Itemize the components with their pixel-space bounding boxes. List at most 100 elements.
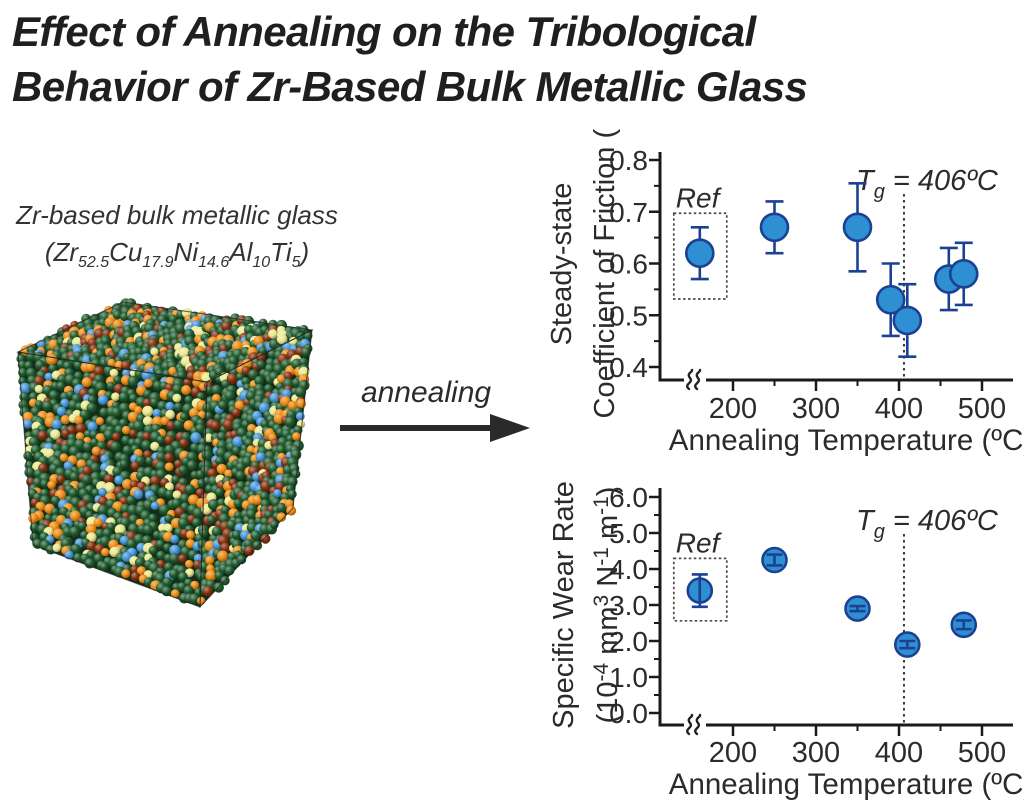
atom [185, 559, 194, 569]
atom [95, 528, 105, 539]
atom [130, 565, 139, 574]
atom [51, 419, 62, 430]
atom [184, 484, 195, 495]
atom [101, 548, 110, 557]
atom [82, 442, 93, 452]
formula-segment: Cu [109, 237, 143, 267]
atom [152, 380, 163, 391]
atom [220, 542, 231, 553]
atom [142, 398, 152, 407]
atom [87, 388, 97, 398]
atom [171, 498, 182, 509]
atom [175, 323, 186, 334]
atom [211, 384, 223, 396]
atom [127, 375, 139, 387]
atom [150, 501, 160, 510]
y-axis-label-part: ) [592, 487, 624, 497]
atom [273, 363, 284, 375]
atom [149, 475, 161, 486]
atom [142, 535, 152, 545]
atom [145, 456, 154, 465]
atom [246, 509, 257, 520]
atom [24, 361, 33, 370]
atom [166, 420, 176, 431]
atom [207, 515, 216, 525]
x-tick-label: 400 [875, 737, 923, 769]
atom [224, 469, 233, 478]
friction-chart: 200 300 400 500 0.4 0.5 0.6 0.7 0.8 Steady-state C… [546, 128, 1024, 457]
atom [120, 360, 131, 371]
title-line-2: Behavior of Zr-Based Bulk Metallic Glass [12, 63, 808, 110]
atom [85, 362, 96, 372]
atom [170, 589, 180, 598]
atom [234, 400, 245, 411]
atom [122, 445, 132, 455]
atom [130, 571, 140, 582]
axis-break-icon [694, 713, 702, 736]
axis-break-icon [694, 368, 702, 391]
y-tick-label: 0.5 [609, 300, 648, 331]
atom [217, 498, 226, 508]
atom [73, 553, 83, 563]
atom [106, 381, 116, 391]
atom [208, 499, 220, 511]
atom [70, 544, 81, 554]
atom [205, 569, 217, 582]
atom [164, 452, 174, 463]
formula-segment: (Zr [44, 237, 79, 267]
atom [60, 415, 70, 425]
alloy-formula: (Zr52.5Cu17.9Ni14.6Al10Ti5) [0, 234, 354, 281]
atom [103, 482, 115, 494]
atom [81, 474, 92, 485]
arrow-head-icon [490, 414, 530, 442]
atom [60, 444, 71, 454]
atom [100, 562, 109, 571]
data-point [759, 212, 790, 243]
atom [75, 423, 86, 434]
data-point [685, 238, 715, 268]
atom [233, 511, 243, 520]
atom [207, 468, 218, 479]
atom [177, 517, 189, 529]
formula-segment: Al [229, 237, 253, 267]
atom [112, 466, 123, 477]
atom [245, 390, 257, 402]
atom [127, 504, 139, 516]
atom [42, 400, 53, 412]
atom [133, 420, 144, 432]
atom [300, 347, 311, 358]
y-tick-label: 0.6 [609, 249, 648, 280]
data-point [842, 212, 873, 243]
x-tick-label: 200 [709, 393, 757, 425]
atom [188, 593, 200, 605]
atom [40, 479, 49, 488]
x-axis-label: Annealing Temperature (ºC) [669, 424, 1024, 457]
atom [179, 412, 189, 421]
atom [75, 432, 85, 441]
atom [114, 475, 124, 485]
atom [163, 562, 174, 572]
atom [215, 487, 224, 497]
atom [231, 340, 243, 352]
atom [111, 407, 122, 418]
atom [231, 530, 242, 540]
atom [112, 310, 122, 320]
atom [61, 428, 70, 438]
tg-annotation-part: T [856, 505, 876, 537]
atom [269, 392, 280, 403]
atom [114, 425, 124, 435]
atom [273, 489, 282, 498]
atom [155, 539, 165, 549]
atom [222, 419, 234, 431]
formula-segment: 5 [291, 254, 301, 272]
atom [133, 489, 144, 500]
atom [90, 438, 99, 447]
atom [81, 377, 92, 388]
atom [122, 479, 133, 490]
atom [126, 495, 136, 505]
atom [172, 490, 182, 499]
x-tick-label: 300 [792, 737, 840, 769]
atom [181, 385, 192, 395]
atom [276, 467, 285, 476]
atom [165, 409, 175, 420]
